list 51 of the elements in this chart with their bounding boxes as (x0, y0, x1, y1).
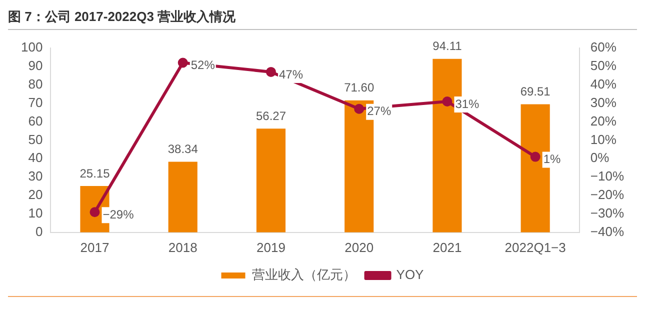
point (178, 58, 188, 68)
y2-tick-label: 40% (590, 76, 617, 92)
y-tick-label: 40 (28, 150, 43, 166)
y-tick-label: 50 (28, 132, 43, 147)
bar (168, 162, 198, 232)
data-label: 27% (367, 104, 392, 118)
y-tick-label: 20 (28, 187, 43, 202)
data-label: 71.60 (344, 80, 374, 95)
data-label: 56.27 (256, 108, 286, 123)
y2-tick-label: 50% (590, 58, 617, 74)
legend-label: 营业收入（亿元） (252, 267, 356, 282)
y-tick-label: 90 (28, 58, 43, 74)
legend-label: YOY (396, 267, 424, 282)
y-tick-label: 100 (20, 40, 43, 55)
x-tick-label: 2019 (256, 240, 286, 255)
y2-tick-label: −40% (590, 224, 624, 239)
data-label: 31% (455, 96, 480, 111)
y2-tick-label: 60% (590, 40, 617, 55)
bar (256, 128, 286, 232)
y-tick-label: 30 (28, 168, 43, 184)
y-tick-label: 60 (28, 113, 43, 128)
x-tick-label: 2021 (432, 240, 462, 255)
y2-tick-label: −20% (590, 187, 624, 202)
data-label: 1% (543, 152, 562, 166)
x-tick-label: 2017 (80, 240, 110, 255)
point (354, 104, 364, 114)
x-tick-label: 2018 (168, 240, 198, 255)
x-tick-label: 2020 (344, 240, 374, 255)
y-tick-label: 80 (28, 76, 43, 92)
y-tick-label: 70 (28, 94, 43, 110)
data-label: 69.51 (520, 84, 551, 99)
point (530, 152, 540, 162)
y2-tick-label: −30% (590, 206, 624, 221)
data-label: 25.15 (80, 166, 110, 180)
chart-title: 图 7：公司 2017-2022Q3 营业收入情况 (8, 8, 237, 26)
point (266, 66, 276, 77)
data-label: −29% (102, 207, 134, 222)
data-label: 94.11 (432, 39, 462, 54)
data-label: 38.34 (168, 142, 198, 156)
y-tick-label: 0 (35, 224, 43, 239)
y2-tick-label: 0% (590, 150, 610, 166)
y2-tick-label: −10% (590, 168, 624, 184)
point (442, 96, 452, 106)
point (90, 207, 100, 218)
x-tick-label: 2022Q1−3 (504, 240, 566, 255)
y2-tick-label: 10% (590, 132, 617, 147)
data-label: 47% (278, 67, 304, 82)
y2-tick-label: 20% (590, 113, 617, 128)
y2-tick-label: 30% (590, 94, 617, 110)
data-label: 52% (190, 58, 216, 72)
y-tick-label: 10 (28, 206, 43, 221)
